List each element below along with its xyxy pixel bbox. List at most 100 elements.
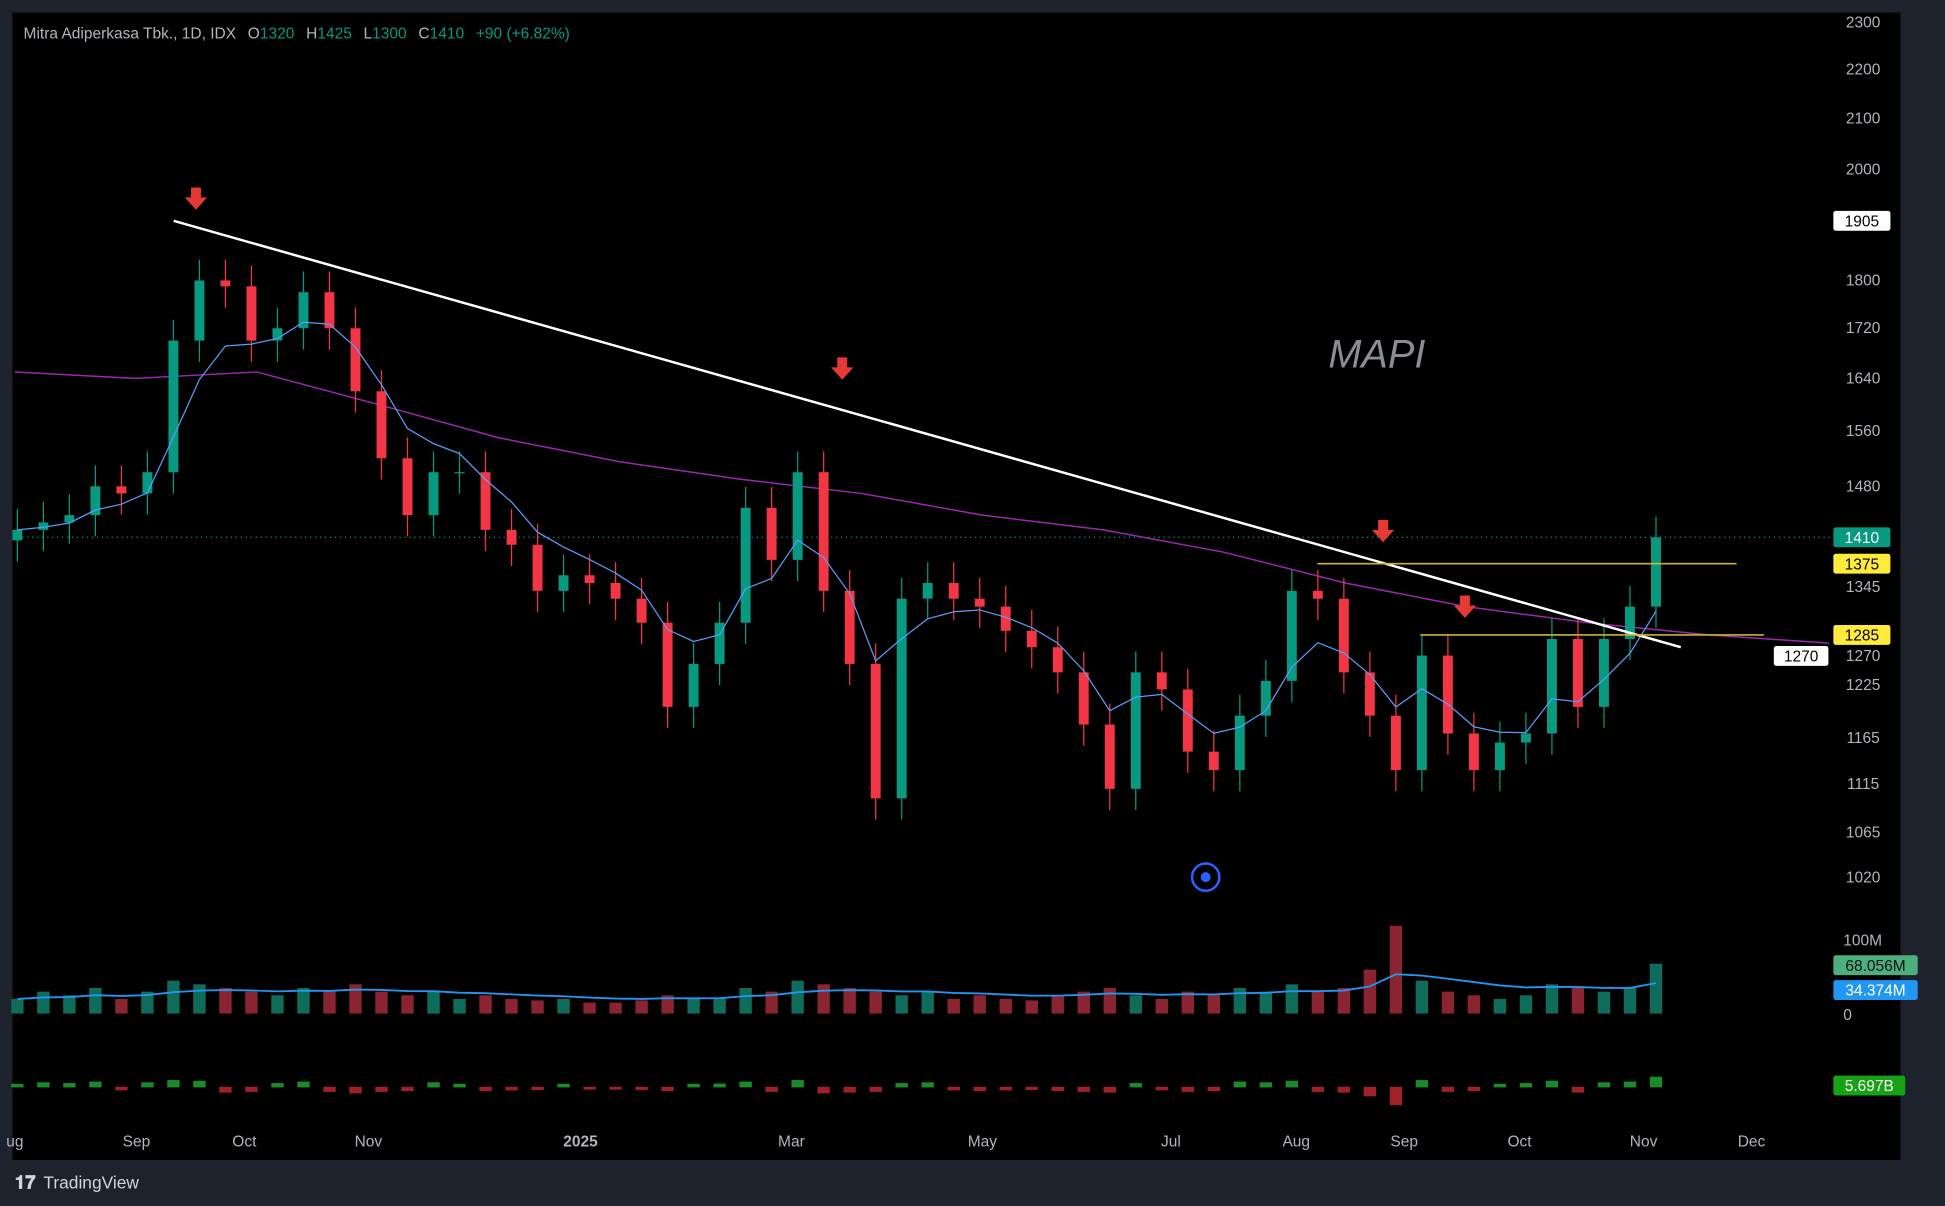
symbol-title: Mitra Adiperkasa Tbk., 1D, IDX bbox=[24, 26, 237, 43]
flow-bar bbox=[349, 1086, 362, 1094]
volume-bar bbox=[479, 995, 492, 1014]
volume-bar bbox=[869, 991, 882, 1014]
trend-start-label-bg bbox=[1833, 210, 1891, 231]
volume-bar bbox=[791, 980, 804, 1014]
flow-bar bbox=[635, 1086, 648, 1091]
high-label: H bbox=[306, 26, 317, 43]
price-tick: 2200 bbox=[1846, 61, 1881, 78]
candle-body bbox=[350, 328, 361, 392]
volume-bar bbox=[245, 991, 258, 1014]
volume-bar bbox=[375, 991, 388, 1014]
volume-bar bbox=[1571, 987, 1585, 1014]
flow-bar bbox=[1233, 1081, 1247, 1088]
flow-bar bbox=[1441, 1086, 1455, 1092]
volume-bar bbox=[1415, 980, 1429, 1014]
volume-bar bbox=[713, 997, 726, 1014]
candle-body bbox=[324, 292, 335, 329]
time-tick: Oct bbox=[1507, 1133, 1532, 1150]
level-high-label-bg bbox=[1833, 553, 1891, 574]
candle-body bbox=[1286, 590, 1297, 681]
candle-body bbox=[1338, 598, 1349, 673]
flow-bar bbox=[1571, 1086, 1585, 1093]
level-low-label-bg bbox=[1833, 624, 1891, 645]
volume-bar bbox=[349, 984, 362, 1014]
flow-bar bbox=[1597, 1082, 1611, 1088]
flow-bar bbox=[63, 1083, 76, 1088]
volume-bar bbox=[427, 991, 440, 1014]
flow-bar bbox=[1311, 1086, 1325, 1092]
flow-bar bbox=[817, 1086, 830, 1094]
candle-body bbox=[1520, 733, 1531, 743]
trend-start-label: 1905 bbox=[1845, 213, 1879, 230]
candle-body bbox=[1442, 655, 1453, 734]
volume-bar bbox=[505, 998, 518, 1014]
flow-bar bbox=[557, 1083, 570, 1088]
candle-body bbox=[1026, 630, 1037, 648]
candle-body bbox=[12, 529, 23, 541]
time-tick: ug bbox=[6, 1133, 23, 1150]
price-tick: 1800 bbox=[1846, 272, 1881, 289]
volume-bar bbox=[63, 995, 76, 1014]
volume-bar bbox=[193, 984, 206, 1014]
volume-bar bbox=[765, 991, 778, 1014]
volume-bar bbox=[947, 998, 960, 1014]
flow-bar bbox=[973, 1086, 986, 1092]
price-tick: 1720 bbox=[1846, 320, 1881, 337]
price-tick: 1225 bbox=[1846, 677, 1880, 694]
event-marker-icon[interactable] bbox=[1190, 862, 1221, 893]
flow-bar bbox=[1129, 1083, 1142, 1088]
tradingview-logo-icon[interactable]: 𝟏𝟕 bbox=[15, 1171, 36, 1192]
covered-label-bg bbox=[1773, 646, 1829, 666]
candle-body bbox=[610, 582, 621, 599]
volume-bar bbox=[843, 987, 856, 1014]
volume-bar bbox=[1025, 1000, 1038, 1014]
volume-bar bbox=[89, 987, 102, 1014]
flow-bar bbox=[1363, 1086, 1377, 1097]
volume-bar bbox=[271, 995, 284, 1014]
volume-tick: 100M bbox=[1843, 932, 1882, 949]
flow-bar bbox=[1207, 1086, 1221, 1092]
level-high-label: 1375 bbox=[1845, 556, 1879, 573]
time-tick: Sep bbox=[1390, 1133, 1418, 1150]
volume-bar bbox=[1597, 991, 1611, 1014]
candle-body bbox=[688, 663, 699, 707]
flow-bar bbox=[11, 1083, 24, 1088]
open-label: O bbox=[248, 26, 260, 43]
candle-body bbox=[1208, 751, 1219, 771]
change-value: +90 (+6.82%) bbox=[476, 26, 570, 43]
volume-bar bbox=[1337, 987, 1351, 1014]
down-arrow-icon bbox=[1453, 595, 1477, 618]
volume-bar bbox=[1129, 995, 1142, 1014]
flow-bar bbox=[401, 1086, 414, 1092]
flow-bar bbox=[1337, 1086, 1351, 1093]
time-tick: Mar bbox=[778, 1133, 805, 1150]
candle-body bbox=[272, 328, 283, 341]
volume-bar bbox=[895, 995, 908, 1014]
down-arrow-icon bbox=[184, 187, 208, 210]
time-tick: Aug bbox=[1282, 1133, 1310, 1150]
flow-bar bbox=[687, 1083, 700, 1088]
close-value: 1410 bbox=[430, 26, 465, 43]
candle-body bbox=[1468, 733, 1479, 771]
candle-body bbox=[298, 292, 309, 329]
candle-body bbox=[1130, 672, 1141, 789]
candle-body bbox=[740, 507, 751, 623]
flow-bar bbox=[1649, 1076, 1663, 1088]
volume-bar bbox=[1051, 995, 1064, 1014]
candle-body bbox=[558, 575, 569, 591]
flow-bar bbox=[1415, 1080, 1429, 1088]
price-tick: 1270 bbox=[1846, 648, 1881, 665]
volume-bar bbox=[1545, 984, 1559, 1014]
flow-bar bbox=[1077, 1086, 1090, 1092]
candle-body bbox=[454, 472, 465, 474]
candle-body bbox=[714, 622, 725, 664]
flow-label: 5.697B bbox=[1845, 1078, 1894, 1095]
volume-bar bbox=[1519, 995, 1533, 1014]
time-tick: Nov bbox=[1630, 1133, 1658, 1150]
candle-body bbox=[246, 286, 257, 341]
flow-bar bbox=[427, 1082, 440, 1088]
candle-body bbox=[662, 622, 673, 707]
brand-name: TradingView bbox=[43, 1172, 139, 1192]
flow-bar bbox=[193, 1080, 206, 1088]
